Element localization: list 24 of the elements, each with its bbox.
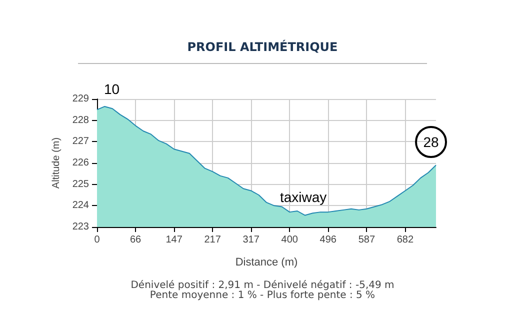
chart-title: PROFIL ALTIMÉTRIQUE [187,39,338,54]
x-tick-label: 0 [94,234,100,246]
y-tick-label: 229 [72,94,90,104]
y-tick-label: 228 [72,114,90,126]
text: 10 [104,81,120,97]
text: Pente moyenne : 1 % - Plus forte pente : 5 % [148,290,376,301]
x-tick-label: 317 [242,234,260,246]
annotation: taxiway [280,189,327,205]
y-tick-label: 226 [72,158,90,168]
y-tick-label: 225 [72,178,90,190]
y-tick-label: 223 [72,222,90,232]
x-tick-label: 400 [281,234,298,246]
y-tick-label: 224 [72,200,90,212]
x-tick-label: 147 [166,234,183,246]
y-tick-label: 227 [72,136,90,148]
x-tick-label: 66 [130,234,142,246]
x-axis-title: Distance (m) [235,256,298,268]
x-tick-label: 587 [358,234,376,246]
x-tick-label: 496 [320,234,337,246]
y-axis-title: Altitude (m) [50,137,62,189]
x-tick-label: 217 [204,234,222,246]
annotation: 28 [422,134,440,150]
x-tick-label: 682 [396,234,414,246]
text: Dénivelé positif : 2,91 m - Dénivelé négatif : -5,49 m [130,280,396,291]
